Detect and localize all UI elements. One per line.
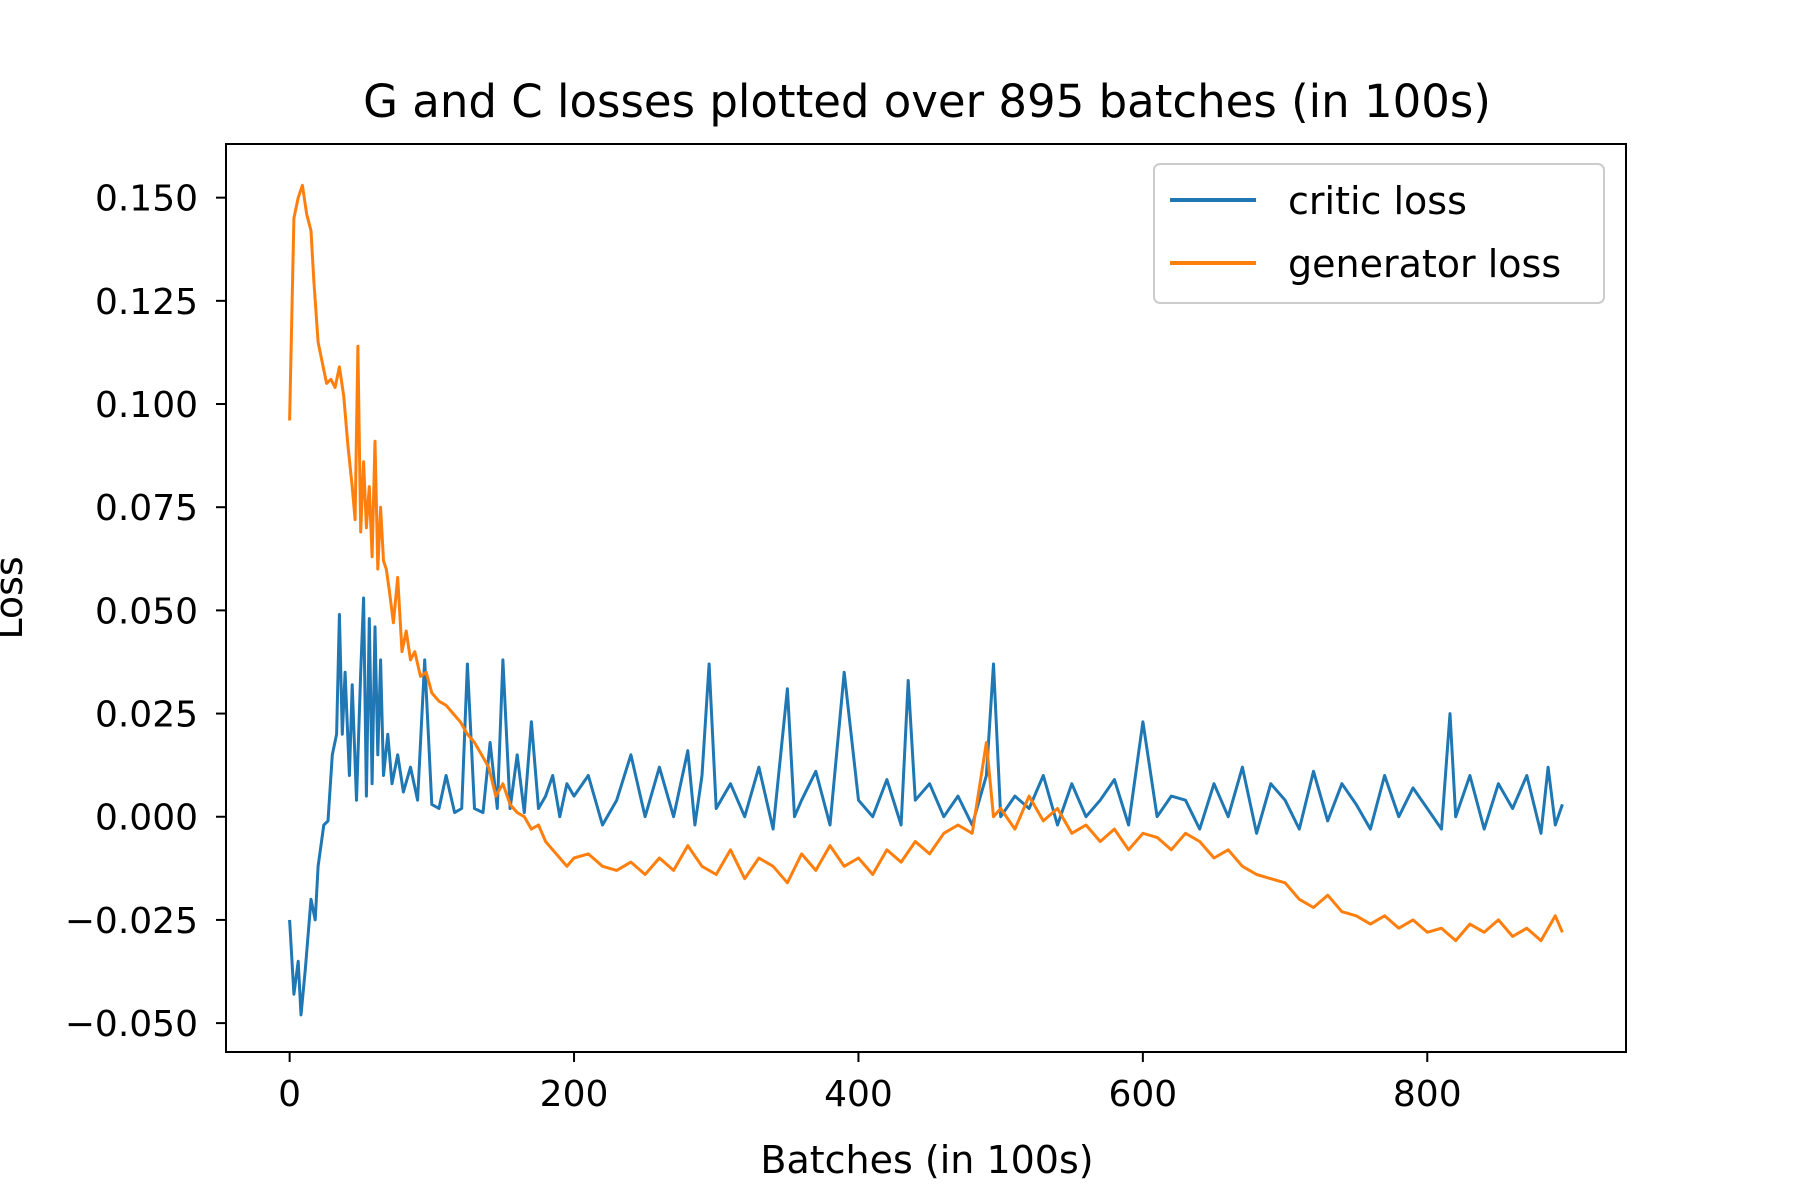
plot-frame [225,143,1627,1053]
y-tick-label: −0.025 [65,901,198,942]
y-tick-label: 0.050 [95,591,198,632]
legend-label-generator-loss: generator loss [1288,242,1561,286]
y-axis: 0.150 0.125 0.100 0.075 0.050 0.025 0.000 −0.02… [65,179,226,1045]
x-tick-label: 800 [1393,1074,1462,1115]
y-tick-label: 0.125 [95,282,198,323]
y-tick-label: 0.150 [95,179,198,220]
x-tick-label: 200 [540,1074,609,1115]
y-tick-label: 0.075 [95,488,198,529]
y-tick-label: −0.050 [65,1004,198,1045]
y-tick-label: 0.000 [95,798,198,839]
x-axis-label: Batches (in 100s) [760,1138,1093,1182]
x-tick-label: 0 [278,1074,301,1115]
legend-box [1153,163,1605,304]
y-axis-label: Loss [0,556,31,639]
x-axis: 0 200 400 600 800 [278,1052,1462,1115]
legend: critic loss generator loss [1153,163,1605,304]
plot-series [288,183,1564,1017]
legend-label-critic-loss: critic loss [1288,179,1467,223]
series-line-critic-loss [288,596,1564,1017]
chart-title: G and C losses plotted over 895 batches … [363,75,1491,128]
y-tick-label: 0.025 [95,695,198,736]
x-tick-label: 600 [1109,1074,1178,1115]
x-tick-label: 400 [824,1074,893,1115]
series-line-generator-loss [288,183,1564,943]
y-tick-label: 0.100 [95,385,198,426]
